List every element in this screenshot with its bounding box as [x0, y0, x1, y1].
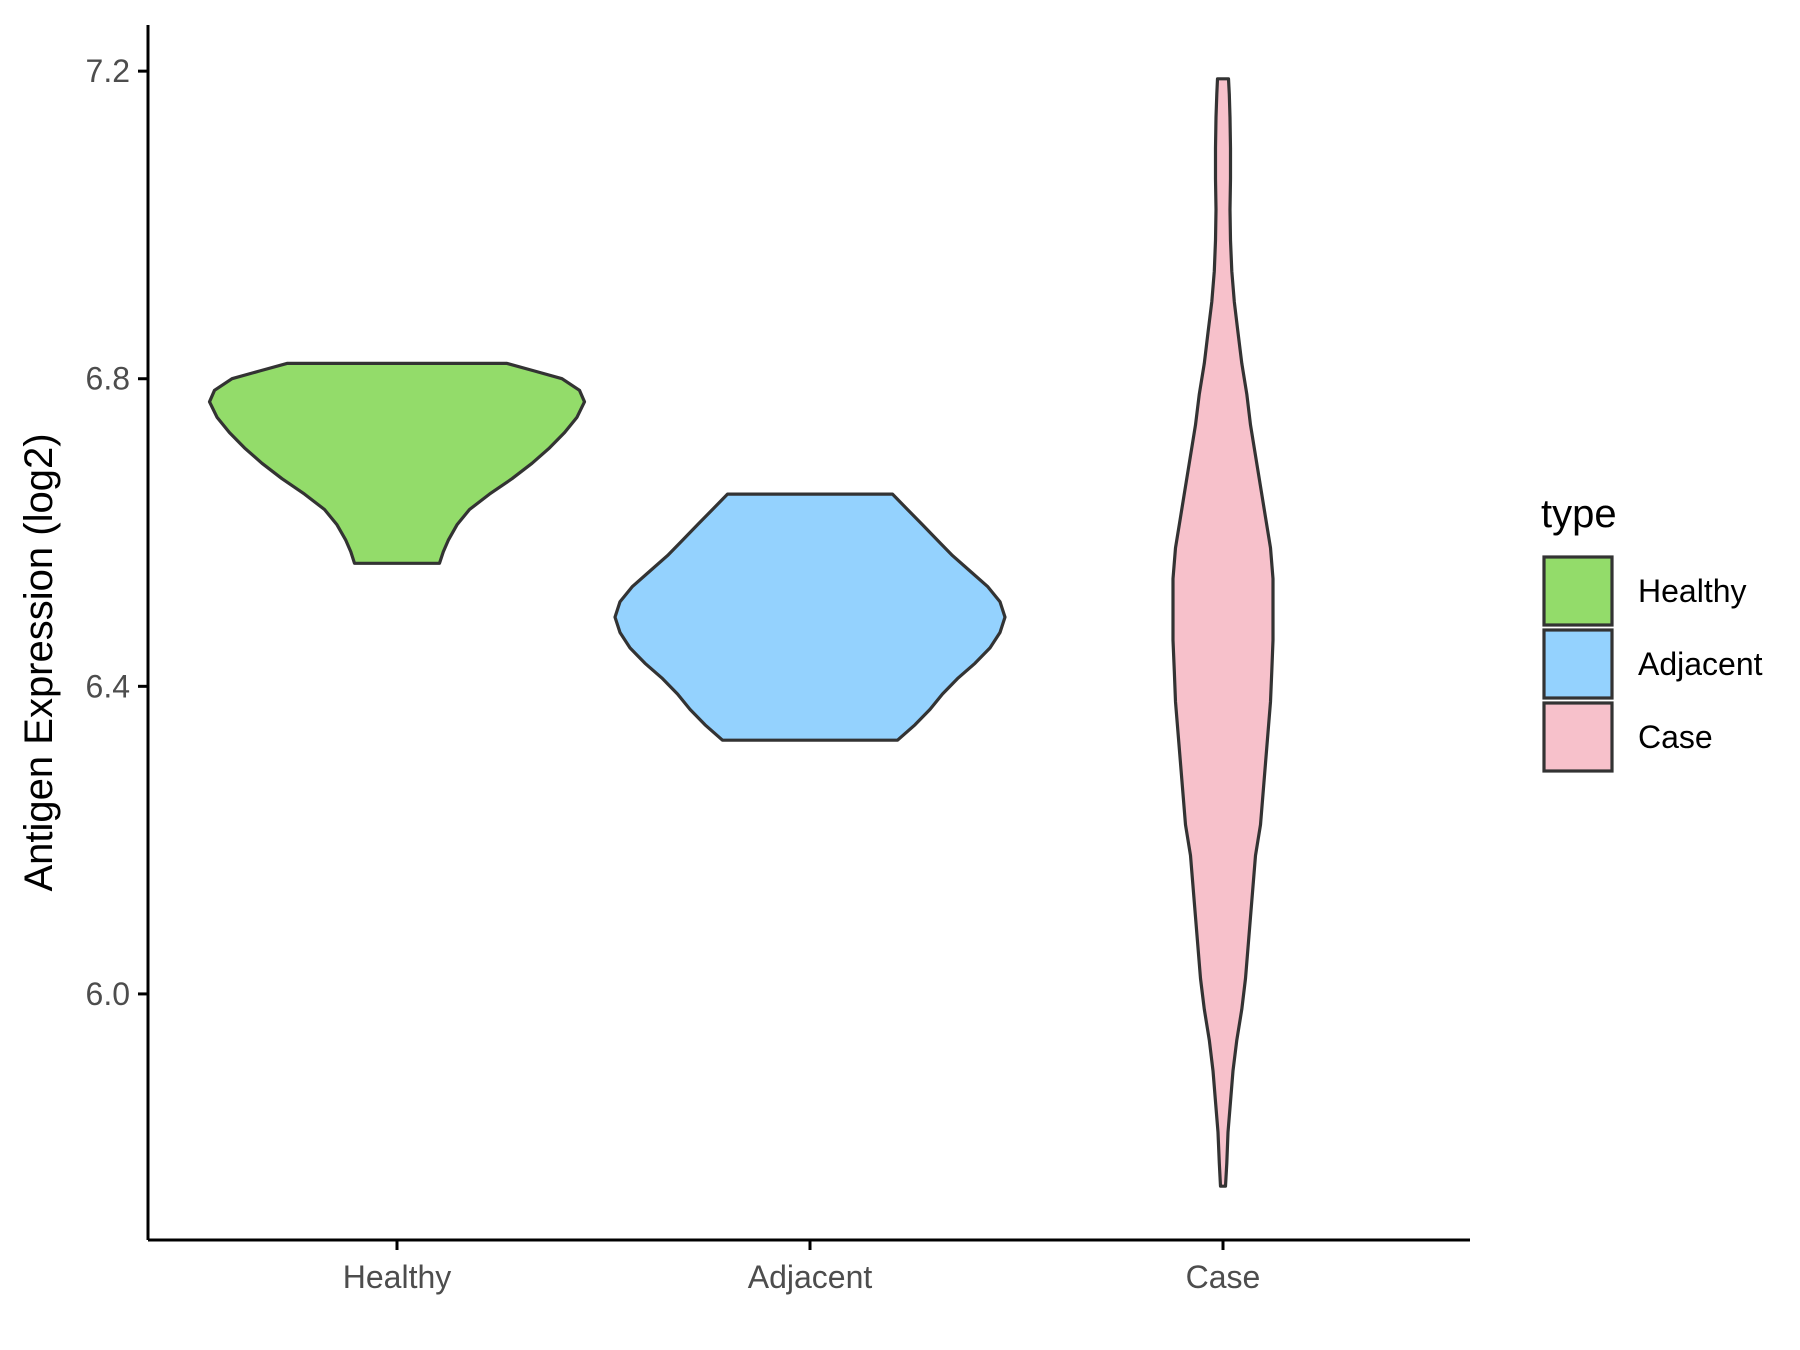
y-tick-label: 6.0 — [86, 976, 130, 1012]
legend-label-healthy: Healthy — [1638, 573, 1747, 609]
violin-healthy — [207, 361, 587, 565]
legend-swatch-adjacent — [1542, 628, 1614, 700]
legend-swatch-case — [1542, 701, 1614, 773]
x-tick-label: Adjacent — [748, 1259, 873, 1295]
legend-label-adjacent: Adjacent — [1638, 646, 1763, 682]
legend-label-case: Case — [1638, 719, 1713, 755]
y-tick-label: 7.2 — [86, 53, 130, 89]
legend: type Healthy Adjacent Case — [1541, 492, 1763, 773]
legend-swatch-healthy — [1542, 555, 1614, 627]
violins-layer — [207, 77, 1275, 1188]
x-tick-label: Healthy — [343, 1259, 452, 1295]
y-axis-title: Antigen Expression (log2) — [17, 433, 61, 891]
y-tick-label: 6.4 — [86, 668, 130, 704]
violin-case — [1171, 77, 1275, 1188]
axes-layer: 6.0 6.4 6.8 7.2 Healthy Adjacent Case — [86, 25, 1470, 1295]
y-tick-label: 6.8 — [86, 361, 130, 397]
x-tick-label: Case — [1186, 1259, 1261, 1295]
violin-adjacent — [613, 492, 1007, 742]
legend-title: type — [1541, 492, 1617, 536]
